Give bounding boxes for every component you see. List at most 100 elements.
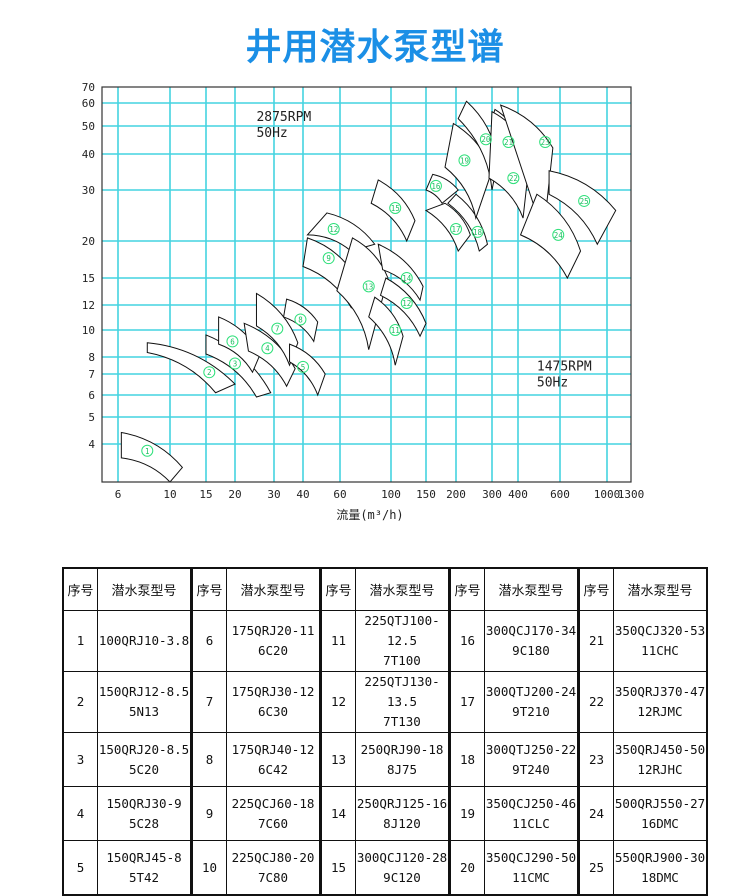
x-tick-label: 40 bbox=[296, 488, 309, 501]
x-tick-label: 100 bbox=[381, 488, 401, 501]
table-row: 4 150QRJ30-9 5C28 9 225QCJ60-18 7C60 14 250QRJ1… bbox=[62, 786, 708, 841]
pump-region-20 bbox=[457, 100, 499, 191]
cell-model: 500QRJ550-27 16DMC bbox=[613, 786, 708, 841]
region-label-circle bbox=[389, 201, 402, 214]
cell-seq: 3 bbox=[62, 732, 98, 787]
cell-model: 150QRJ30-9 5C28 bbox=[97, 786, 192, 841]
x-tick-label: 300 bbox=[482, 488, 502, 501]
region-label: 22 bbox=[509, 174, 518, 183]
cell-model: 150QRJ45-8 5T42 bbox=[97, 840, 192, 896]
x-tick-label: 10 bbox=[163, 488, 176, 501]
region-label-circle bbox=[507, 172, 520, 185]
cell-seq: 1 bbox=[62, 610, 98, 672]
cell-model: 350QCJ320-53 11CHC bbox=[613, 610, 708, 672]
region-label: 11 bbox=[391, 326, 400, 335]
cell-seq: 19 bbox=[448, 786, 485, 841]
region-label-circle bbox=[479, 133, 492, 146]
x-tick-label: 15 bbox=[199, 488, 212, 501]
region-label-circle bbox=[141, 444, 154, 457]
cell-seq: 22 bbox=[577, 671, 614, 733]
region-label: 14 bbox=[402, 274, 412, 283]
pump-region-24 bbox=[519, 193, 582, 280]
region-label: 2 bbox=[207, 368, 212, 377]
region-label-circle bbox=[226, 335, 239, 348]
x-tick-label: 60 bbox=[333, 488, 346, 501]
y-tick-label: 70 bbox=[82, 81, 95, 94]
cell-seq: 23 bbox=[577, 732, 614, 787]
region-label-circle bbox=[400, 272, 413, 284]
x-tick-label: 1000 bbox=[594, 488, 621, 501]
table-row: 2 150QRJ12-8.5 5N13 7 175QRJ30-12 6C30 12 225QT… bbox=[62, 671, 708, 733]
x-tick-label: 6 bbox=[115, 488, 122, 501]
plot-frame bbox=[101, 86, 632, 483]
cell-model: 350QCJ250-46 11CLC bbox=[484, 786, 579, 841]
rpm-annotation: 2875RPM bbox=[256, 110, 311, 125]
pump-region-11 bbox=[368, 296, 404, 366]
table-row: 1 100QRJ10-3.8 6 175QRJ20-11 6C20 11 225QTJ100… bbox=[62, 610, 708, 672]
header-model: 潜水泵型号 bbox=[226, 567, 321, 611]
cell-seq: 24 bbox=[577, 786, 614, 841]
y-tick-label: 10 bbox=[82, 324, 95, 337]
cell-model: 150QRJ12-8.5 5N13 bbox=[97, 671, 192, 733]
y-tick-label: 50 bbox=[82, 120, 95, 133]
region-label-circle bbox=[229, 357, 241, 370]
x-tick-label: 200 bbox=[446, 488, 466, 501]
region-label: 9 bbox=[326, 254, 331, 263]
rpm-annotation: 50Hz bbox=[256, 126, 287, 141]
region-label: 19 bbox=[460, 156, 469, 165]
table-header-row: 序号 潜水泵型号 序号 潜水泵型号 序号 潜水泵型号 序号 潜水泵型号 序号 潜水泵型号 bbox=[62, 567, 708, 611]
cell-model: 350QRJ450-50 12RJHC bbox=[613, 732, 708, 787]
model-table: 序号 潜水泵型号 序号 潜水泵型号 序号 潜水泵型号 序号 潜水泵型号 序号 潜水泵型号 1 100Q… bbox=[62, 567, 708, 896]
pump-region-2 bbox=[146, 342, 236, 394]
region-label: 16 bbox=[431, 182, 441, 191]
cell-model: 175QRJ30-12 6C30 bbox=[226, 671, 321, 733]
header-model: 潜水泵型号 bbox=[613, 567, 708, 611]
y-tick-label: 40 bbox=[82, 148, 95, 161]
cell-model: 350QCJ290-50 11CMC bbox=[484, 840, 579, 896]
region-label-circle bbox=[552, 228, 565, 241]
cell-seq: 16 bbox=[448, 610, 485, 672]
header-seq: 序号 bbox=[319, 567, 356, 611]
region-label: 20 bbox=[481, 135, 491, 144]
rpm-annotation: 1475RPM bbox=[537, 359, 592, 374]
cell-seq: 20 bbox=[448, 840, 485, 896]
region-label: 12 bbox=[402, 299, 411, 308]
region-label-circle bbox=[450, 223, 462, 236]
region-label-circle bbox=[389, 324, 402, 336]
x-tick-label: 400 bbox=[508, 488, 528, 501]
region-label: 25 bbox=[580, 197, 589, 206]
region-label: 5 bbox=[301, 363, 306, 372]
cell-seq: 8 bbox=[190, 732, 227, 787]
cell-seq: 2 bbox=[62, 671, 98, 733]
cell-seq: 14 bbox=[319, 786, 356, 841]
cell-seq: 11 bbox=[319, 610, 356, 672]
header-model: 潜水泵型号 bbox=[484, 567, 579, 611]
pump-region-15 bbox=[370, 179, 416, 243]
cell-seq: 12 bbox=[319, 671, 356, 733]
x-tick-label: 1300 bbox=[618, 488, 645, 501]
cell-model: 175QRJ20-11 6C20 bbox=[226, 610, 321, 672]
region-label: 21 bbox=[504, 138, 513, 147]
pump-region-16 bbox=[425, 173, 459, 205]
region-label: 17 bbox=[451, 225, 460, 234]
cell-model: 300QTJ250-22 9T240 bbox=[484, 732, 579, 787]
pump-region-6 bbox=[218, 316, 261, 374]
cell-seq: 9 bbox=[190, 786, 227, 841]
y-tick-label: 12 bbox=[82, 299, 95, 312]
region-label: 23 bbox=[541, 138, 550, 147]
cell-model: 300QCJ120-28 9C120 bbox=[355, 840, 450, 896]
table-row: 3 150QRJ20-8.5 5C20 8 175QRJ40-12 6C42 13 250QR… bbox=[62, 732, 708, 787]
region-label-circle bbox=[458, 154, 471, 167]
pump-region-17 bbox=[424, 202, 471, 253]
cell-seq: 4 bbox=[62, 786, 98, 841]
x-tick-label: 30 bbox=[267, 488, 280, 501]
region-label: 7 bbox=[275, 325, 280, 334]
region-label: 13 bbox=[364, 282, 373, 291]
region-label: 12 bbox=[329, 225, 338, 234]
table-row: 5 150QRJ45-8 5T42 10 225QCJ80-20 7C80 15 300QCJ… bbox=[62, 840, 708, 896]
region-label-circle bbox=[261, 342, 274, 355]
pump-range-chart: 6 10 15 20 30 40 60 100 150 200 300 400 600 100013004… bbox=[82, 81, 645, 522]
cell-model: 225QTJ100-12.5 7T100 bbox=[355, 610, 450, 672]
page-title: 井用潜水泵型谱 bbox=[245, 27, 505, 68]
